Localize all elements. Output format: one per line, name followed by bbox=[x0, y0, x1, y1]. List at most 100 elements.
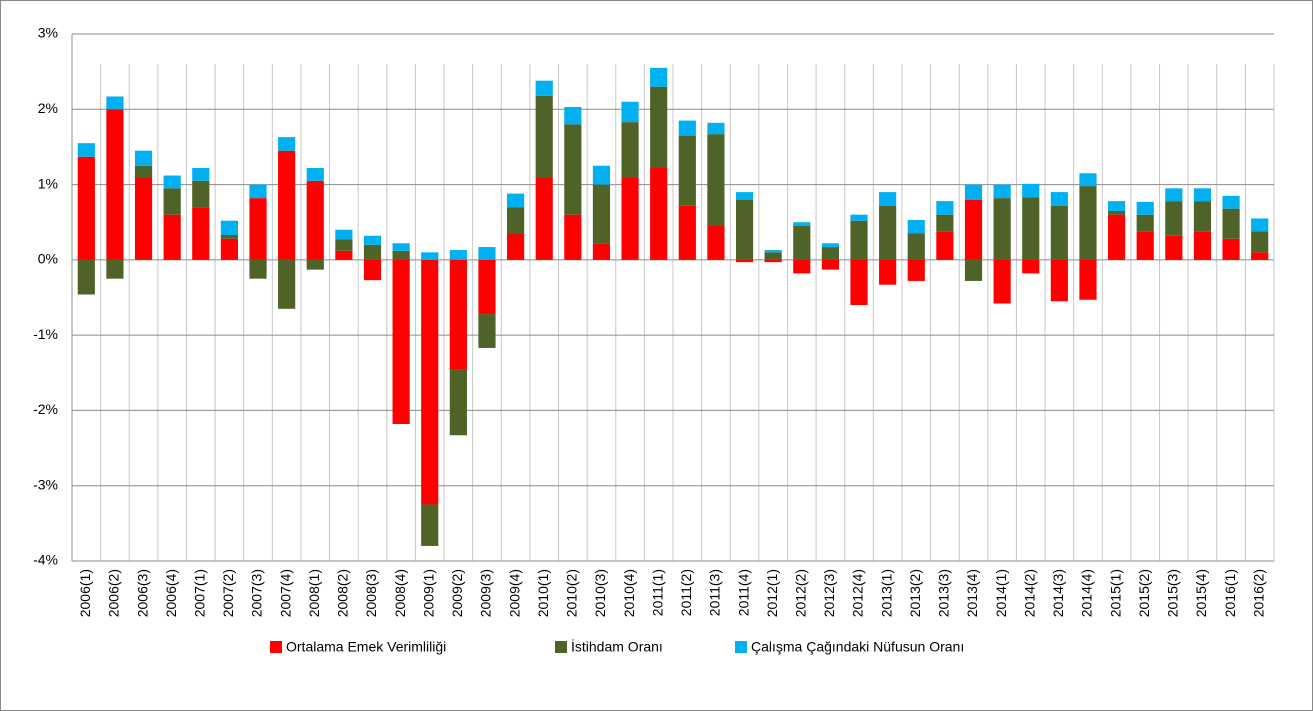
bar-segment bbox=[1165, 188, 1183, 202]
x-tick-label: 2013(3) bbox=[936, 569, 952, 617]
bar-segment bbox=[1079, 259, 1097, 300]
y-tick-label: -3% bbox=[33, 476, 58, 492]
x-tick-label: 2009(3) bbox=[478, 569, 494, 617]
bar-segment bbox=[879, 205, 897, 260]
bar-segment bbox=[1136, 231, 1154, 260]
x-tick-label: 2007(2) bbox=[220, 569, 236, 617]
x-tick-label: 2012(2) bbox=[792, 569, 808, 617]
bar-segment bbox=[421, 504, 439, 546]
legend-swatch bbox=[270, 641, 282, 653]
bar-segment bbox=[821, 247, 839, 260]
y-tick-label: 0% bbox=[38, 251, 58, 267]
bar-segment bbox=[707, 225, 725, 260]
bar-segment bbox=[249, 259, 267, 279]
bar-segment bbox=[335, 250, 353, 260]
bar-segment bbox=[449, 250, 467, 260]
bar-segment bbox=[964, 184, 983, 200]
bar-segment bbox=[621, 177, 639, 260]
bar-segment bbox=[220, 220, 238, 236]
bar-segment bbox=[249, 198, 267, 260]
bar-segment bbox=[821, 243, 839, 248]
x-tick-label: 2013(2) bbox=[907, 569, 923, 617]
bar-segment bbox=[220, 238, 238, 260]
bar-segment bbox=[821, 259, 839, 270]
x-tick-label: 2010(2) bbox=[564, 569, 580, 617]
x-tick-label: 2015(4) bbox=[1193, 569, 1209, 617]
bar-segment bbox=[278, 259, 296, 309]
x-tick-label: 2016(1) bbox=[1222, 569, 1238, 617]
x-tick-label: 2012(4) bbox=[850, 569, 866, 617]
bar-segment bbox=[1193, 201, 1212, 232]
x-tick-label: 2010(1) bbox=[535, 569, 551, 617]
bar-segment bbox=[735, 199, 754, 260]
bar-segment bbox=[793, 222, 811, 226]
bar-segment bbox=[879, 192, 897, 206]
bar-segment bbox=[993, 259, 1011, 304]
bar-segment bbox=[192, 168, 210, 181]
bar-segment bbox=[1136, 201, 1154, 215]
bar-segment bbox=[907, 259, 925, 281]
bar-segment bbox=[306, 168, 324, 181]
x-tick-label: 2009(4) bbox=[506, 569, 522, 617]
bar-segment bbox=[707, 122, 725, 135]
x-tick-label: 2011(4) bbox=[735, 569, 751, 616]
bar-segment bbox=[678, 120, 696, 136]
x-tick-label: 2014(3) bbox=[1050, 569, 1066, 617]
x-tick-label: 2011(1) bbox=[649, 569, 665, 616]
bar-segment bbox=[392, 250, 410, 260]
bar-segment bbox=[592, 165, 611, 185]
bar-segment bbox=[163, 188, 181, 215]
bar-segment bbox=[564, 107, 582, 125]
bar-segment bbox=[1251, 218, 1269, 232]
bar-segment bbox=[850, 220, 868, 260]
x-tick-label: 2006(2) bbox=[106, 569, 122, 617]
bar-segment bbox=[1108, 214, 1126, 260]
bar-segment bbox=[106, 109, 124, 260]
bar-segment bbox=[1251, 231, 1269, 253]
bar-segment bbox=[650, 168, 668, 260]
y-tick-label: 2% bbox=[38, 100, 58, 116]
bar-segment bbox=[449, 259, 467, 370]
bar-segment bbox=[1079, 173, 1097, 187]
bar-segment bbox=[993, 184, 1011, 199]
y-tick-label: 3% bbox=[38, 25, 58, 41]
bar-segment bbox=[1050, 259, 1068, 302]
x-tick-label: 2008(3) bbox=[363, 569, 379, 617]
bar-segment bbox=[1022, 259, 1040, 274]
legend-label: Ortalama Emek Verimliliği bbox=[286, 639, 446, 655]
bar-segment bbox=[106, 259, 124, 279]
bar-segment bbox=[363, 235, 382, 245]
bar-segment bbox=[621, 101, 639, 123]
bar-segment bbox=[650, 67, 668, 87]
bar-segment bbox=[163, 214, 181, 260]
bar-segment bbox=[363, 244, 382, 260]
x-tick-label: 2014(1) bbox=[993, 569, 1009, 617]
bar-segment bbox=[134, 150, 153, 166]
bar-segment bbox=[707, 134, 725, 226]
x-tick-label: 2007(4) bbox=[277, 569, 293, 617]
bar-segment bbox=[1050, 205, 1068, 260]
bar-segment bbox=[793, 225, 811, 260]
x-tick-label: 2015(2) bbox=[1136, 569, 1152, 617]
bar-segment bbox=[421, 252, 439, 260]
bar-segment bbox=[850, 259, 868, 306]
x-tick-label: 2008(4) bbox=[392, 569, 408, 617]
x-tick-label: 2015(1) bbox=[1107, 569, 1123, 617]
bar-segment bbox=[77, 143, 95, 157]
bar-segment bbox=[1022, 183, 1040, 198]
bar-segment bbox=[421, 259, 439, 505]
bar-segment bbox=[306, 180, 324, 260]
bar-segment bbox=[77, 156, 95, 260]
bar-segment bbox=[220, 235, 238, 239]
x-tick-label: 2008(1) bbox=[306, 569, 322, 617]
bar-segment bbox=[793, 259, 811, 274]
bar-segment bbox=[964, 199, 983, 260]
bar-segment bbox=[449, 369, 467, 436]
bar-segment bbox=[478, 247, 496, 260]
x-tick-label: 2012(1) bbox=[764, 569, 780, 617]
x-tick-label: 2012(3) bbox=[821, 569, 837, 617]
bar-segment bbox=[363, 259, 382, 281]
bar-segment bbox=[507, 207, 525, 234]
bar-segment bbox=[163, 175, 181, 189]
